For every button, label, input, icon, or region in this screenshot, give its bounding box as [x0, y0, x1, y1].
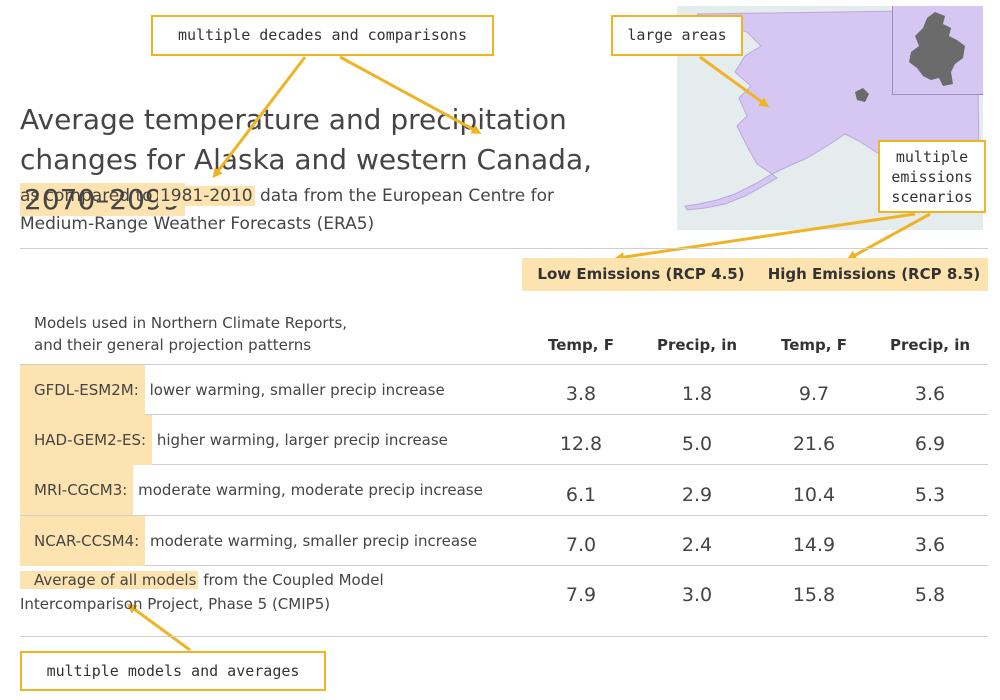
- arrow-to-map: [699, 55, 770, 108]
- arrow-to-baseline-years: [212, 56, 307, 179]
- divider-header: [20, 364, 988, 365]
- table-cell: 2.9: [681, 484, 713, 506]
- table-cell: 7.0: [565, 534, 597, 556]
- table-cell: 14.9: [792, 534, 836, 556]
- annotation-scenarios-line1: multiple: [895, 148, 969, 166]
- table-cell: 7.9: [565, 584, 597, 606]
- subtitle-pre: as compared to: [20, 186, 158, 206]
- table-row-label: GFDL-ESM2M: lower warming, smaller preci…: [20, 365, 445, 415]
- title-text: Average temperature and precipitation ch…: [20, 103, 593, 176]
- scenario-low-emissions: Low Emissions (RCP 4.5): [522, 258, 760, 291]
- table-cell: 6.1: [565, 484, 597, 506]
- table-cell: 6.9: [914, 433, 946, 455]
- table-cell: 9.7: [798, 383, 830, 405]
- model-description: moderate warming, moderate precip increa…: [133, 481, 483, 499]
- divider-row-1: [20, 414, 988, 415]
- arrow-to-low-emissions: [614, 212, 916, 263]
- average-name: Average of all models: [20, 571, 199, 589]
- table-cell: 3.0: [681, 584, 713, 606]
- table-cell: 5.8: [914, 584, 946, 606]
- arrow-to-high-emissions: [846, 212, 931, 260]
- page-subtitle: as compared to 1981-2010 data from the E…: [20, 182, 580, 238]
- scenario-high-emissions: High Emissions (RCP 8.5): [760, 258, 988, 291]
- annotation-models: multiple models and averages: [20, 651, 326, 691]
- model-name: NCAR-CCSM4:: [20, 516, 146, 566]
- average-row-label: Average of all models from the Coupled M…: [20, 568, 480, 616]
- title-years-highlight: 2070–2099: [20, 183, 185, 216]
- annotation-scenarios-line3: scenarios: [891, 188, 973, 206]
- map-inset: [892, 6, 983, 95]
- table-cell: 5.3: [914, 484, 946, 506]
- model-name: MRI-CGCM3:: [20, 465, 134, 515]
- subtitle-post: data from the European Centre for Medium…: [20, 186, 554, 234]
- table-cell: 3.6: [914, 534, 946, 556]
- model-name: HAD-GEM2-ES:: [20, 415, 153, 465]
- page-title: Average temperature and precipitation ch…: [20, 100, 680, 220]
- table-cell: 3.8: [565, 383, 597, 405]
- model-description: lower warming, smaller precip increase: [144, 381, 445, 399]
- table-cell: 12.8: [559, 433, 603, 455]
- average-description: from the Coupled Model Intercomparison P…: [20, 571, 384, 613]
- annotation-models-text: multiple models and averages: [46, 662, 300, 680]
- table-cell: 15.8: [792, 584, 836, 606]
- table-row-label: NCAR-CCSM4: moderate warming, smaller pr…: [20, 516, 477, 566]
- table-cell: 5.0: [681, 433, 713, 455]
- annotation-scenarios-line2: emissions: [891, 168, 973, 186]
- table-row-label: HAD-GEM2-ES: higher warming, larger prec…: [20, 415, 448, 465]
- table-description: Models used in Northern Climate Reports,…: [34, 312, 474, 356]
- annotation-decades-text: multiple decades and comparisons: [178, 26, 467, 44]
- table-description-line1: Models used in Northern Climate Reports,: [34, 314, 348, 332]
- column-header-temp-high: Temp, F: [781, 336, 847, 354]
- table-cell: 3.6: [914, 383, 946, 405]
- divider-row-2: [20, 464, 988, 465]
- table-cell: 21.6: [792, 433, 836, 455]
- table-cell: 10.4: [792, 484, 836, 506]
- model-description: moderate warming, smaller precip increas…: [145, 532, 478, 550]
- divider-row-4: [20, 565, 988, 566]
- divider-top: [20, 248, 988, 249]
- annotation-decades: multiple decades and comparisons: [151, 15, 494, 56]
- annotation-scenarios: multiple emissions scenarios: [878, 140, 986, 213]
- table-description-line2: and their general projection patterns: [34, 336, 312, 354]
- model-description: higher warming, larger precip increase: [152, 431, 448, 449]
- table-cell: 1.8: [681, 383, 713, 405]
- divider-row-3: [20, 515, 988, 516]
- model-name: GFDL-ESM2M:: [20, 365, 145, 415]
- table-row-label: MRI-CGCM3: moderate warming, moderate pr…: [20, 465, 483, 515]
- table-cell: 2.4: [681, 534, 713, 556]
- column-header-temp-low: Temp, F: [548, 336, 614, 354]
- arrow-to-projection-years: [339, 55, 482, 134]
- annotation-areas-text: large areas: [627, 26, 727, 44]
- arrow-to-average: [126, 603, 191, 652]
- column-header-precip-high: Precip, in: [889, 336, 971, 354]
- divider-bottom: [20, 636, 988, 637]
- annotation-areas: large areas: [611, 15, 743, 56]
- region-shape-icon: [909, 12, 965, 86]
- subtitle-years-highlight: 1981-2010: [157, 186, 255, 206]
- column-header-precip-low: Precip, in: [656, 336, 738, 354]
